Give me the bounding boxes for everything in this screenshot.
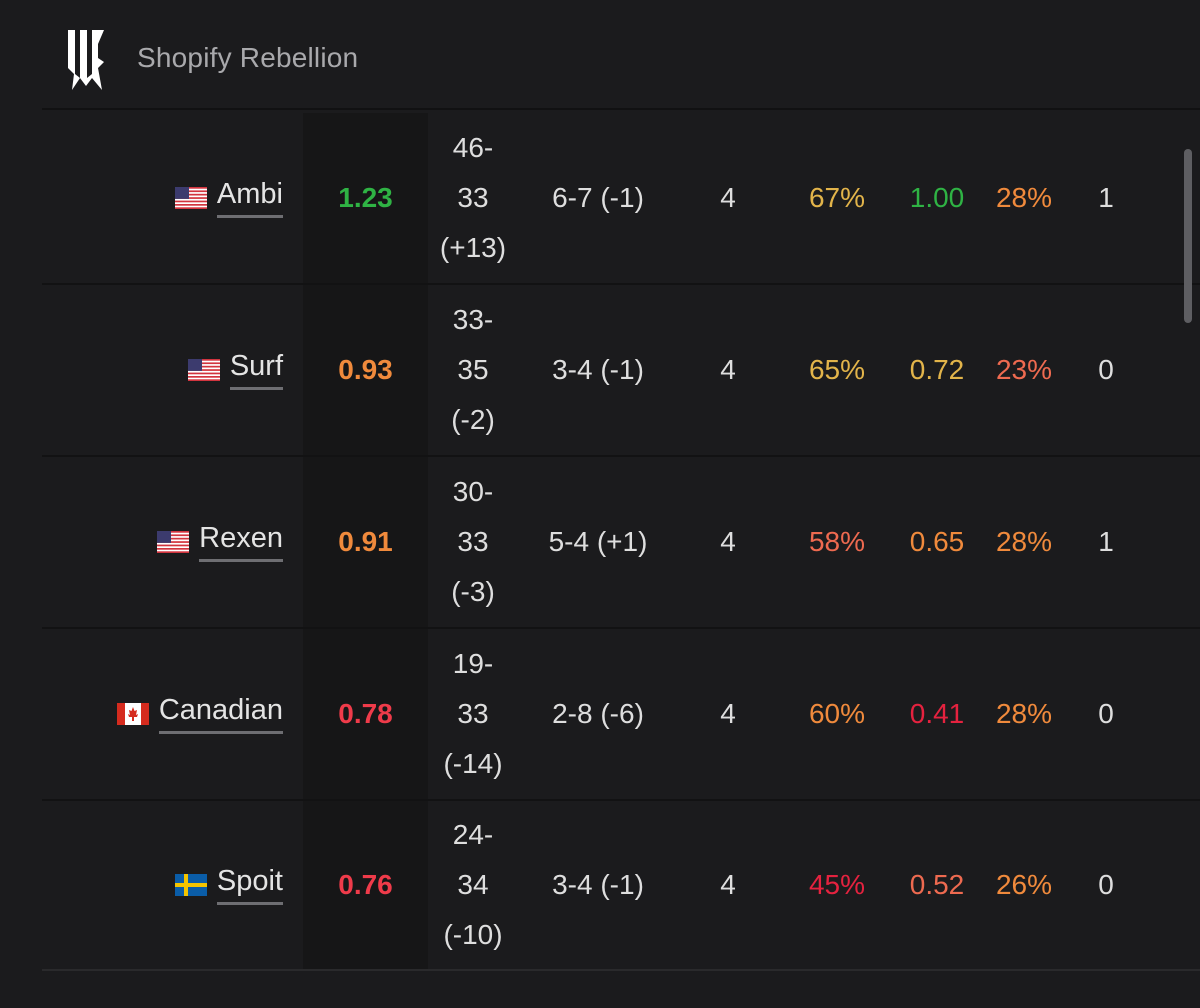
player-name-link[interactable]: Ambi (216, 178, 283, 218)
impact-value: 0.72 (909, 354, 965, 385)
kast-value: 67% (808, 182, 866, 213)
entry-value: 3-4 (-1) (552, 869, 644, 900)
se-flag-icon (174, 874, 207, 896)
player-cell: Canadian (42, 629, 303, 799)
team-name: Shopify Rebellion (137, 42, 359, 73)
player-cell: Rexen (42, 457, 303, 627)
team-logo-icon (68, 30, 104, 90)
player-cell: Ambi (42, 113, 303, 283)
player-name-link[interactable]: Rexen (199, 522, 283, 562)
headshot-value: 28% (995, 182, 1053, 213)
clutches-value: 0 (1098, 869, 1114, 900)
rating-value: 0.76 (303, 801, 428, 969)
impact-value: 1.00 (909, 182, 965, 213)
table-row: Ambi 1.23 46- 33 (+13) 6-7 (-1) 4 67% 1.00… (42, 113, 1200, 285)
clutches-value: 0 (1098, 354, 1114, 385)
player-cell: Spoit (42, 801, 303, 969)
ca-flag-icon (116, 703, 149, 725)
headshot-value: 28% (995, 698, 1053, 729)
scrollbar[interactable] (1181, 113, 1193, 973)
maps-value: 4 (720, 182, 736, 213)
headshot-value: 23% (995, 354, 1053, 385)
kills-deaths-value: 33- 35 (-2) (451, 304, 495, 435)
table-row: Spoit 0.76 24- 34 (-10) 3-4 (-1) 4 45% 0.5… (42, 801, 1200, 971)
impact-value: 0.52 (909, 869, 965, 900)
scrollbar-thumb[interactable] (1184, 149, 1192, 323)
kills-deaths-value: 30- 33 (-3) (451, 476, 495, 607)
entry-value: 2-8 (-6) (552, 698, 644, 729)
entry-value: 5-4 (+1) (548, 526, 648, 557)
table-row: Surf 0.93 33- 35 (-2) 3-4 (-1) 4 65% 0.72 … (42, 285, 1200, 457)
table-row: Canadian 0.78 19- 33 (-14) 2-8 (-6) 4 60% … (42, 629, 1200, 801)
player-name-link[interactable]: Spoit (216, 865, 283, 905)
headshot-value: 26% (995, 869, 1053, 900)
rating-value: 0.78 (303, 629, 428, 799)
us-flag-icon (174, 187, 207, 209)
maps-value: 4 (720, 869, 736, 900)
player-stats-table: Ambi 1.23 46- 33 (+13) 6-7 (-1) 4 67% 1.00… (42, 113, 1200, 971)
clutches-value: 1 (1098, 182, 1114, 213)
player-name-link[interactable]: Surf (229, 350, 283, 390)
entry-value: 3-4 (-1) (552, 354, 644, 385)
kast-value: 65% (808, 354, 866, 385)
rating-value: 0.93 (303, 285, 428, 455)
maps-value: 4 (720, 698, 736, 729)
rating-value: 1.23 (303, 113, 428, 283)
impact-value: 0.65 (909, 526, 965, 557)
maps-value: 4 (720, 354, 736, 385)
us-flag-icon (187, 359, 220, 381)
us-flag-icon (157, 531, 190, 553)
rating-value: 0.91 (303, 457, 428, 627)
impact-value: 0.41 (909, 698, 965, 729)
maps-value: 4 (720, 526, 736, 557)
table-row: Rexen 0.91 30- 33 (-3) 5-4 (+1) 4 58% 0.65… (42, 457, 1200, 629)
kills-deaths-value: 46- 33 (+13) (439, 132, 507, 263)
kills-deaths-value: 19- 33 (-14) (443, 648, 503, 779)
clutches-value: 0 (1098, 698, 1114, 729)
entry-value: 6-7 (-1) (552, 182, 644, 213)
kast-value: 45% (808, 869, 866, 900)
clutches-value: 1 (1098, 526, 1114, 557)
team-header: Shopify Rebellion (42, 0, 1200, 110)
player-name-link[interactable]: Canadian (158, 694, 283, 734)
kast-value: 60% (808, 698, 866, 729)
kills-deaths-value: 24- 34 (-10) (443, 819, 503, 950)
kast-value: 58% (808, 526, 866, 557)
player-cell: Surf (42, 285, 303, 455)
headshot-value: 28% (995, 526, 1053, 557)
